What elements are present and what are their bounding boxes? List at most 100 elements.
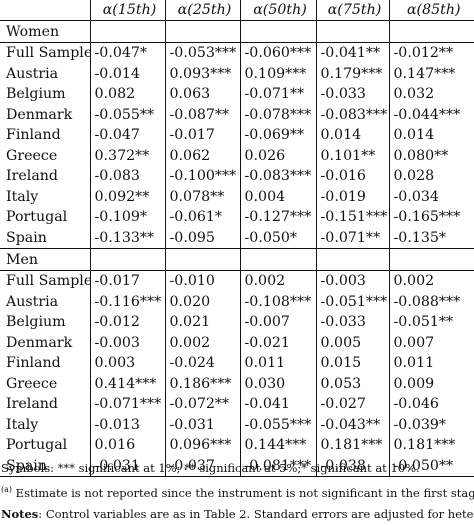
value-cell: 0.002 xyxy=(393,273,435,290)
table-row: Portugal 0.016 0.096*** 0.144*** 0.181*** 0.1… xyxy=(0,435,474,456)
value-cell: 0.063 xyxy=(165,84,241,105)
value-cell: 0.026 xyxy=(240,145,317,166)
value-cell: -0.041 xyxy=(240,394,317,415)
regression-table: α(15th) α(25th) α(50th) α(75th) α(85th) … xyxy=(0,0,474,477)
section-blank-cell xyxy=(389,248,474,271)
table-row: Austria -0.116*** 0.020 -0.108*** -0.051*** -… xyxy=(0,291,474,312)
value-cell: -0.133** xyxy=(90,227,166,249)
table-row: Italy 0.092** 0.078** 0.004 -0.019 -0.034 xyxy=(0,186,474,207)
notes-label: Notes xyxy=(1,506,39,521)
value-cell: -0.151*** xyxy=(316,207,390,228)
table-row: Italy -0.013 -0.031 -0.055*** -0.043** -0.039… xyxy=(0,414,474,435)
value-cell: -0.037 xyxy=(165,455,241,477)
column-header: α(85th) xyxy=(389,0,474,21)
value-cell: 0.109*** xyxy=(240,63,317,84)
value-cell: -0.078*** xyxy=(240,104,317,125)
value-cell: -0.055** xyxy=(90,104,166,125)
value-cell: -0.013 xyxy=(90,414,166,435)
table-row: Ireland -0.083 -0.100*** -0.083*** -0.016 0.0… xyxy=(0,166,474,187)
column-header: α(50th) xyxy=(240,0,317,21)
value-cell: -0.061* xyxy=(165,207,241,228)
country-cell: Portugal xyxy=(0,435,91,456)
table-row: Finland -0.047 -0.017 -0.069** 0.014 0.014 xyxy=(0,125,474,146)
value-cell: -0.055*** xyxy=(240,414,317,435)
country-cell: Denmark xyxy=(0,332,91,353)
value-cell: -0.047 xyxy=(90,125,166,146)
table-body: Women Full Sample -0.047* -0.053*** -0.060**… xyxy=(0,20,474,477)
value-cell: -0.100*** xyxy=(165,166,241,187)
section-blank-cell xyxy=(90,20,166,43)
value-cell: -0.031 xyxy=(165,414,241,435)
notes-text: : Control variables are as in Table 2. S… xyxy=(38,506,474,521)
table-row: Full Sample -0.017 -0.010 0.002 -0.003 0.002 xyxy=(0,270,474,292)
value-cell: 0.009 xyxy=(393,375,435,392)
value-cell: 0.093*** xyxy=(165,63,241,84)
country-cell: Portugal xyxy=(0,207,91,228)
section-label: Women xyxy=(0,20,91,43)
value-cell: 0.003 xyxy=(90,353,166,374)
notes-line: Notes: Control variables are as in Table… xyxy=(0,504,474,525)
section-blank-cell xyxy=(165,248,241,271)
value-cell: 0.005 xyxy=(316,332,390,353)
country-cell: Full Sample xyxy=(0,270,91,292)
table-row: Ireland -0.071*** -0.072** -0.041 -0.027 -0.0… xyxy=(0,394,474,415)
country-cell: Greece xyxy=(0,145,91,166)
value-cell: -0.034 xyxy=(393,188,439,205)
value-cell: -0.060*** xyxy=(240,42,317,64)
section-blank-cell xyxy=(316,248,390,271)
country-cell: Belgium xyxy=(0,84,91,105)
value-cell: -0.116*** xyxy=(90,291,166,312)
value-cell: -0.135* xyxy=(389,227,474,249)
table-row: Denmark -0.055** -0.087** -0.078*** -0.083**… xyxy=(0,104,474,125)
section-blank-cell xyxy=(389,20,474,43)
value-cell: 0.011 xyxy=(240,353,317,374)
value-cell: -0.033 xyxy=(316,312,390,333)
value-cell: 0.021 xyxy=(165,312,241,333)
value-cell: -0.021 xyxy=(240,332,317,353)
value-cell: 0.082 xyxy=(90,84,166,105)
footnote-a: (a) Estimate is not reported since the i… xyxy=(0,479,474,504)
value-cell: -0.083*** xyxy=(316,104,390,125)
value-cell: 0.014 xyxy=(393,127,435,144)
value-cell: 0.414*** xyxy=(90,373,166,394)
table-row: Belgium 0.082 0.063 -0.071** -0.033 0.032 xyxy=(0,84,474,105)
value-cell: 0.032 xyxy=(393,86,435,103)
value-cell: 0.002 xyxy=(240,270,317,292)
value-cell: -0.165*** xyxy=(393,209,461,226)
section-blank-cell xyxy=(165,20,241,43)
value-cell: -0.083*** xyxy=(240,166,317,187)
value-cell: 0.002 xyxy=(165,332,241,353)
value-cell: 0.030 xyxy=(240,373,317,394)
country-cell: Ireland xyxy=(0,166,91,187)
table-row: Greece 0.414*** 0.186*** 0.030 0.053 0.009 xyxy=(0,373,474,394)
value-cell: 0.186*** xyxy=(165,373,241,394)
country-cell: Denmark xyxy=(0,104,91,125)
value-cell: 0.144*** xyxy=(240,435,317,456)
value-cell: -0.109* xyxy=(90,207,166,228)
value-cell: 0.053 xyxy=(316,373,390,394)
value-cell: -0.003 xyxy=(316,270,390,292)
value-cell: 0.080** xyxy=(393,147,449,164)
section-header-men: Men xyxy=(0,248,474,271)
value-cell: -0.081*** xyxy=(240,455,317,477)
value-cell: 0.181*** xyxy=(316,435,390,456)
value-cell: 0.096*** xyxy=(165,435,241,456)
section-header-women: Women xyxy=(0,20,474,43)
column-header: α(25th) xyxy=(165,0,241,21)
value-cell: -0.044*** xyxy=(393,106,461,123)
table-row: Spain -0.031 -0.037 -0.081*** -0.038 -0.050** xyxy=(0,455,474,477)
table-notes: Symbols: *** significant at 1%; ** signi… xyxy=(0,458,474,525)
table-row: Greece 0.372** 0.062 0.026 0.101** 0.080** xyxy=(0,145,474,166)
section-blank-cell xyxy=(240,248,317,271)
value-cell: -0.012 xyxy=(90,312,166,333)
value-cell: -0.071** xyxy=(316,227,390,249)
value-cell: -0.071** xyxy=(240,84,317,105)
value-cell: -0.038 xyxy=(316,455,390,477)
table-row: Belgium -0.012 0.021 -0.007 -0.033 -0.051** xyxy=(0,312,474,333)
value-cell: -0.010 xyxy=(165,270,241,292)
value-cell: -0.031 xyxy=(90,455,166,477)
section-blank-cell xyxy=(316,20,390,43)
section-label: Men xyxy=(0,248,91,271)
value-cell: -0.016 xyxy=(316,166,390,187)
value-cell: -0.017 xyxy=(90,270,166,292)
